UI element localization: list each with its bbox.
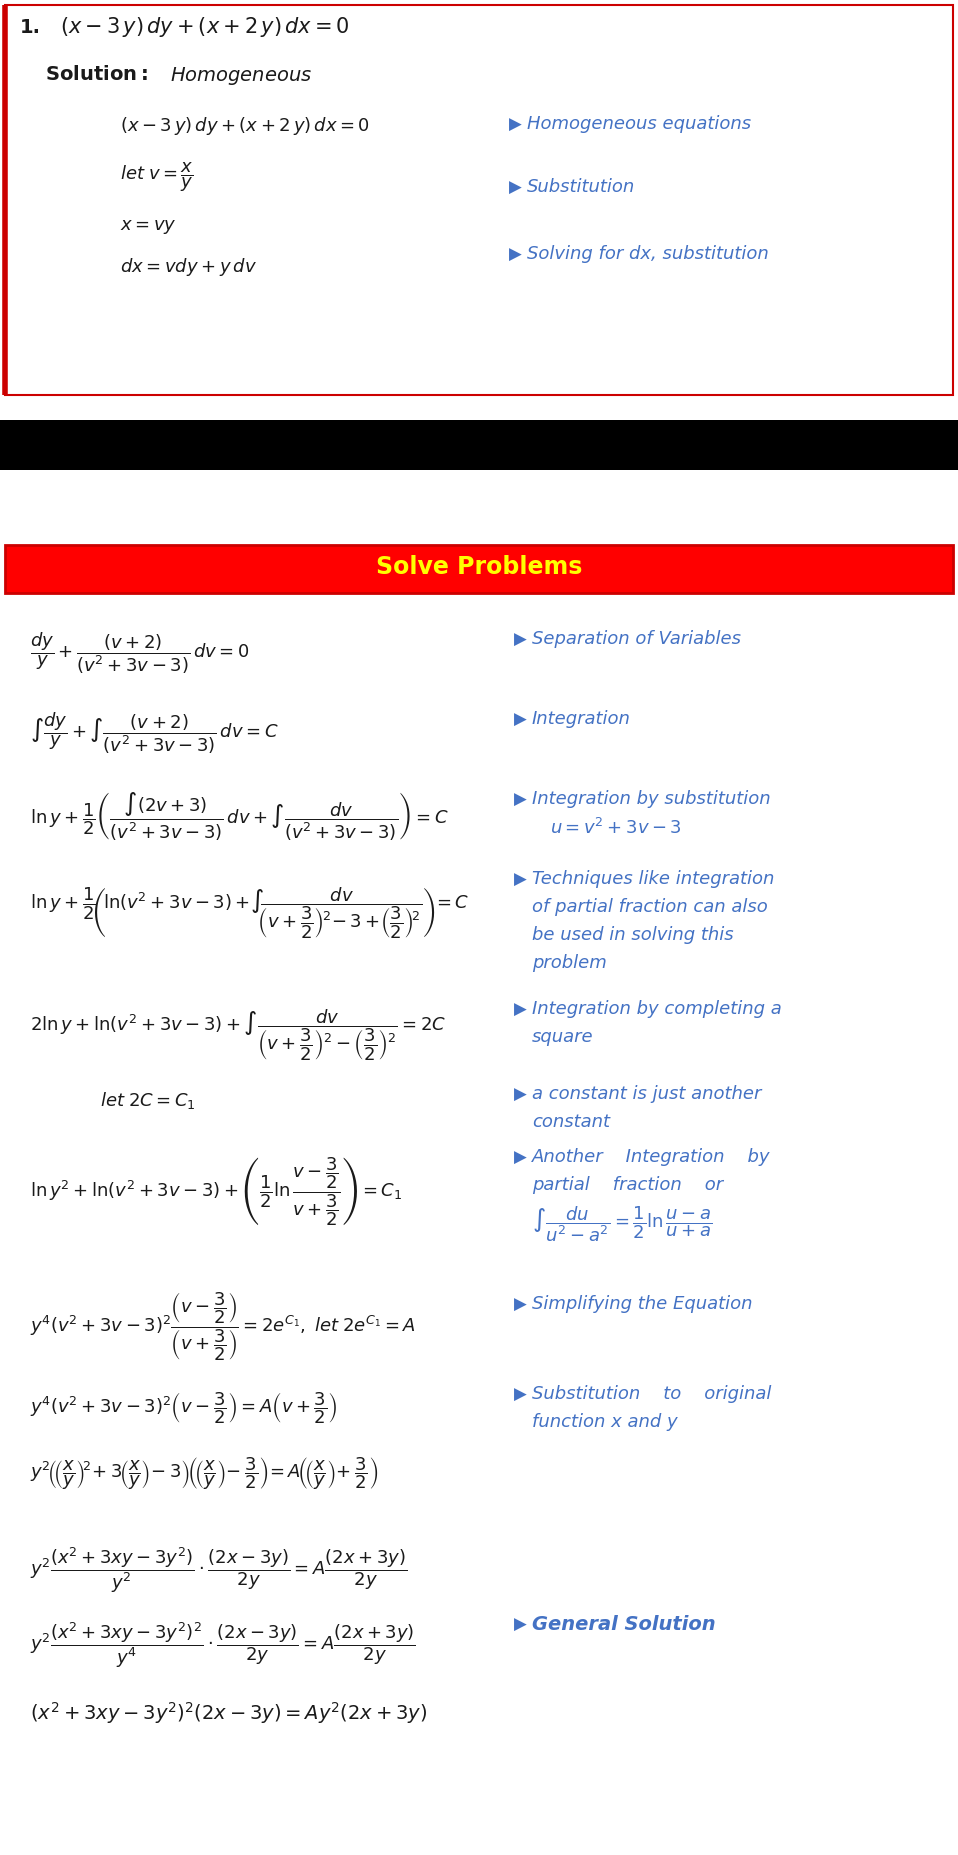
Text: $y^2\!\left(\!\left(\dfrac{x}{y}\right)^{\!2}\!+3\!\left(\dfrac{x}{y}\right)\!-3: $y^2\!\left(\!\left(\dfrac{x}{y}\right)^… bbox=[30, 1454, 378, 1491]
Text: $y^2\dfrac{(x^2+3xy-3y^2)}{y^2}\cdot\dfrac{(2x-3y)}{2y}=A\dfrac{(2x+3y)}{2y}$: $y^2\dfrac{(x^2+3xy-3y^2)}{y^2}\cdot\dfr… bbox=[30, 1545, 407, 1595]
Text: Techniques like integration: Techniques like integration bbox=[532, 870, 774, 889]
Text: Simplifying the Equation: Simplifying the Equation bbox=[532, 1295, 752, 1313]
Text: $y^4(v^2+3v-3)^2\left(v-\dfrac{3}{2}\right)=A\left(v+\dfrac{3}{2}\right)$: $y^4(v^2+3v-3)^2\left(v-\dfrac{3}{2}\rig… bbox=[30, 1389, 337, 1426]
Text: $\blacktriangleright$: $\blacktriangleright$ bbox=[510, 1000, 528, 1018]
Text: $\blacktriangleright$: $\blacktriangleright$ bbox=[510, 1295, 528, 1313]
Text: of partial fraction can also: of partial fraction can also bbox=[532, 898, 767, 916]
Text: $\blacktriangleright$: $\blacktriangleright$ bbox=[510, 710, 528, 727]
Bar bbox=[5, 545, 953, 594]
Text: $\blacktriangleright$: $\blacktriangleright$ bbox=[510, 1085, 528, 1104]
Text: $\blacktriangleright$: $\blacktriangleright$ bbox=[510, 870, 528, 889]
Text: constant: constant bbox=[532, 1113, 610, 1132]
Text: $dx=vdy+y\,dv$: $dx=vdy+y\,dv$ bbox=[120, 256, 257, 278]
Text: $\blacktriangleright$: $\blacktriangleright$ bbox=[505, 115, 523, 134]
Text: $\blacktriangleright$: $\blacktriangleright$ bbox=[510, 631, 528, 647]
Text: be used in solving this: be used in solving this bbox=[532, 926, 734, 944]
Text: $\blacktriangleright$: $\blacktriangleright$ bbox=[510, 790, 528, 809]
Text: $u=v^2+3v-3$: $u=v^2+3v-3$ bbox=[550, 818, 682, 838]
Text: $\mathbf{Solution:}$: $\mathbf{Solution:}$ bbox=[45, 65, 148, 83]
Text: Integration by completing a: Integration by completing a bbox=[532, 1000, 782, 1018]
Text: $\ln y+\dfrac{1}{2}\left(\dfrac{\int(2v+3)}{(v^2+3v-3)}\,dv+\int\dfrac{dv}{(v^2+: $\ln y+\dfrac{1}{2}\left(\dfrac{\int(2v+… bbox=[30, 790, 449, 842]
Text: Integration: Integration bbox=[532, 710, 631, 727]
Text: $2\ln y+\ln(v^2+3v-3)+\int\dfrac{dv}{\left(v+\dfrac{3}{2}\right)^2-\left(\dfrac{: $2\ln y+\ln(v^2+3v-3)+\int\dfrac{dv}{\le… bbox=[30, 1007, 446, 1063]
Text: $(x-3\,y)\,dy+(x+2\,y)\,dx=0$: $(x-3\,y)\,dy+(x+2\,y)\,dx=0$ bbox=[120, 115, 370, 137]
Text: $(x^2+3xy-3y^2)^2(2x-3y)=Ay^2(2x+3y)$: $(x^2+3xy-3y^2)^2(2x-3y)=Ay^2(2x+3y)$ bbox=[30, 1699, 427, 1725]
Text: $\dfrac{dy}{y}+\dfrac{(v+2)}{(v^2+3v-3)}\,dv=0$: $\dfrac{dy}{y}+\dfrac{(v+2)}{(v^2+3v-3)}… bbox=[30, 631, 250, 675]
Text: $\blacktriangleright$: $\blacktriangleright$ bbox=[505, 178, 523, 197]
Text: $\ln y^2+\ln(v^2+3v-3)+\left(\dfrac{1}{2}\ln\dfrac{v-\dfrac{3}{2}}{v+\dfrac{3}{2: $\ln y^2+\ln(v^2+3v-3)+\left(\dfrac{1}{2… bbox=[30, 1156, 402, 1228]
Bar bbox=[0, 419, 958, 469]
Text: Substitution: Substitution bbox=[527, 178, 635, 197]
Bar bbox=[5, 6, 953, 395]
Text: $Homogeneous$: $Homogeneous$ bbox=[170, 65, 312, 87]
Text: $\blacktriangleright$: $\blacktriangleright$ bbox=[510, 1386, 528, 1402]
Text: Solve Problems: Solve Problems bbox=[376, 555, 582, 579]
Text: function x and y: function x and y bbox=[532, 1414, 677, 1430]
Text: $y^4(v^2+3v-3)^2\dfrac{\left(v-\dfrac{3}{2}\right)}{\left(v+\dfrac{3}{2}\right)}: $y^4(v^2+3v-3)^2\dfrac{\left(v-\dfrac{3}… bbox=[30, 1289, 416, 1363]
Text: Substitution    to    original: Substitution to original bbox=[532, 1386, 771, 1402]
Text: Another    Integration    by: Another Integration by bbox=[532, 1148, 770, 1167]
Text: $let\;2C=C_1$: $let\;2C=C_1$ bbox=[100, 1091, 195, 1111]
Text: Separation of Variables: Separation of Variables bbox=[532, 631, 741, 647]
Text: $let\;v=\dfrac{x}{y}$: $let\;v=\dfrac{x}{y}$ bbox=[120, 160, 194, 193]
Text: Integration by substitution: Integration by substitution bbox=[532, 790, 770, 809]
Text: 1.: 1. bbox=[20, 19, 41, 37]
Text: General Solution: General Solution bbox=[532, 1616, 716, 1634]
Text: $y^2\dfrac{(x^2+3xy-3y^2)^2}{y^4}\cdot\dfrac{(2x-3y)}{2y}=A\dfrac{(2x+3y)}{2y}$: $y^2\dfrac{(x^2+3xy-3y^2)^2}{y^4}\cdot\d… bbox=[30, 1619, 416, 1670]
Text: $x=vy$: $x=vy$ bbox=[120, 219, 176, 236]
Text: $\ln y+\dfrac{1}{2}\!\left(\!\ln(v^2+3v-3)+\!\int\!\dfrac{dv}{\!\left(v+\dfrac{3: $\ln y+\dfrac{1}{2}\!\left(\!\ln(v^2+3v-… bbox=[30, 887, 469, 940]
Text: Solving for dx, substitution: Solving for dx, substitution bbox=[527, 245, 768, 263]
Text: partial    fraction    or: partial fraction or bbox=[532, 1176, 723, 1195]
Text: $(x-3\,y)\,dy+(x+2\,y)\,dx=0$: $(x-3\,y)\,dy+(x+2\,y)\,dx=0$ bbox=[60, 15, 350, 39]
Text: square: square bbox=[532, 1028, 594, 1046]
Text: $\blacktriangleright$: $\blacktriangleright$ bbox=[510, 1616, 528, 1632]
Text: Homogeneous equations: Homogeneous equations bbox=[527, 115, 751, 134]
Text: $\int\dfrac{du}{u^2-a^2}=\dfrac{1}{2}\ln\dfrac{u-a}{u+a}$: $\int\dfrac{du}{u^2-a^2}=\dfrac{1}{2}\ln… bbox=[532, 1204, 713, 1243]
Text: a constant is just another: a constant is just another bbox=[532, 1085, 762, 1104]
Text: $\blacktriangleright$: $\blacktriangleright$ bbox=[505, 245, 523, 263]
Text: problem: problem bbox=[532, 953, 606, 972]
Text: $\blacktriangleright$: $\blacktriangleright$ bbox=[510, 1148, 528, 1167]
Text: $\int\dfrac{dy}{y}+\int\dfrac{(v+2)}{(v^2+3v-3)}\,dv=C$: $\int\dfrac{dy}{y}+\int\dfrac{(v+2)}{(v^… bbox=[30, 710, 279, 755]
